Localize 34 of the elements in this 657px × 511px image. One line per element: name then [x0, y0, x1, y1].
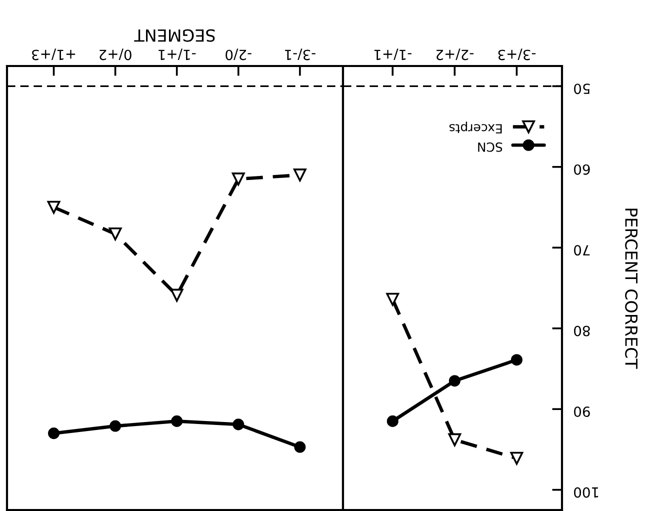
point [294, 441, 306, 453]
y-tick-label: 50 [574, 84, 590, 94]
y-tick-label: 90 [574, 406, 590, 418]
point [232, 418, 244, 430]
x-tick-label: -3/-1 [285, 48, 316, 60]
x-tick-label: -2/0 [226, 48, 252, 60]
y-axis-title: PERCENT CORRECT [625, 208, 638, 369]
x-tick-label: -2/+2 [436, 48, 474, 60]
x-tick-label: 0/+2 [100, 48, 132, 60]
point [510, 452, 524, 465]
point [293, 168, 306, 182]
point [171, 415, 183, 427]
point [110, 420, 122, 432]
point [510, 354, 522, 366]
x-tick-label: -1/+1 [158, 48, 196, 60]
x-tick-label: +1/+3 [32, 48, 76, 60]
x-tick-label: -3/+3 [498, 48, 536, 60]
point [47, 200, 60, 214]
y-tick-label: 100 [574, 487, 598, 498]
x-axis-title: SEGMENT [134, 29, 215, 42]
point [386, 415, 398, 427]
point [108, 227, 122, 240]
point [48, 428, 60, 440]
y-tick-label: 70 [574, 245, 590, 256]
point [170, 288, 184, 302]
point [448, 375, 460, 387]
x-tick-label: -1/+1 [374, 48, 412, 60]
point [232, 172, 245, 186]
legend-label: SCN [478, 142, 502, 152]
legend-label: Excerpts [449, 122, 502, 134]
point [448, 433, 462, 446]
point [386, 292, 400, 306]
y-tick-label: 60 [574, 164, 590, 175]
y-tick-label: 80 [574, 326, 590, 336]
